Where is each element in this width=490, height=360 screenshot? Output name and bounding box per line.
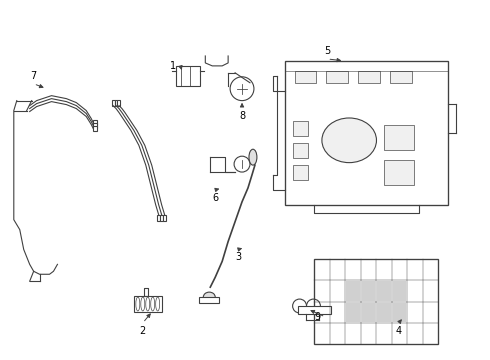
Bar bbox=[157, 215, 160, 221]
Bar bbox=[358, 71, 380, 83]
Bar bbox=[384, 160, 414, 185]
Bar bbox=[346, 282, 360, 301]
Bar bbox=[297, 306, 331, 314]
Text: 8: 8 bbox=[239, 111, 245, 121]
Bar bbox=[362, 282, 375, 301]
Ellipse shape bbox=[249, 149, 257, 165]
Text: 9: 9 bbox=[315, 312, 320, 322]
Text: 5: 5 bbox=[324, 46, 330, 56]
Bar bbox=[93, 126, 97, 131]
Bar bbox=[326, 71, 348, 83]
Text: 4: 4 bbox=[396, 326, 402, 336]
Bar bbox=[134, 296, 162, 312]
Ellipse shape bbox=[141, 297, 145, 311]
Ellipse shape bbox=[146, 297, 150, 311]
Text: 7: 7 bbox=[30, 71, 37, 81]
Bar bbox=[285, 61, 448, 205]
Ellipse shape bbox=[322, 118, 376, 163]
Bar bbox=[118, 100, 121, 105]
Ellipse shape bbox=[156, 297, 160, 311]
Bar bbox=[293, 165, 308, 180]
Bar bbox=[93, 120, 97, 125]
Bar bbox=[393, 282, 407, 301]
Bar bbox=[362, 302, 375, 321]
Bar bbox=[160, 215, 163, 221]
Bar bbox=[175, 66, 200, 86]
Text: 2: 2 bbox=[140, 326, 146, 336]
Bar bbox=[93, 123, 97, 128]
Ellipse shape bbox=[203, 292, 215, 302]
Bar bbox=[315, 260, 439, 344]
Bar bbox=[377, 282, 391, 301]
Bar bbox=[115, 100, 118, 105]
Bar bbox=[346, 302, 360, 321]
Bar bbox=[393, 302, 407, 321]
Text: 3: 3 bbox=[235, 252, 241, 262]
Bar bbox=[384, 125, 414, 150]
Bar bbox=[112, 100, 115, 105]
Ellipse shape bbox=[151, 297, 155, 311]
Bar bbox=[390, 71, 412, 83]
Bar bbox=[294, 71, 317, 83]
Ellipse shape bbox=[136, 297, 140, 311]
Text: 1: 1 bbox=[170, 61, 175, 71]
Text: 6: 6 bbox=[212, 193, 218, 203]
Bar bbox=[163, 215, 166, 221]
Bar bbox=[199, 297, 219, 303]
Bar bbox=[377, 302, 391, 321]
Bar bbox=[293, 121, 308, 136]
Bar bbox=[293, 143, 308, 158]
